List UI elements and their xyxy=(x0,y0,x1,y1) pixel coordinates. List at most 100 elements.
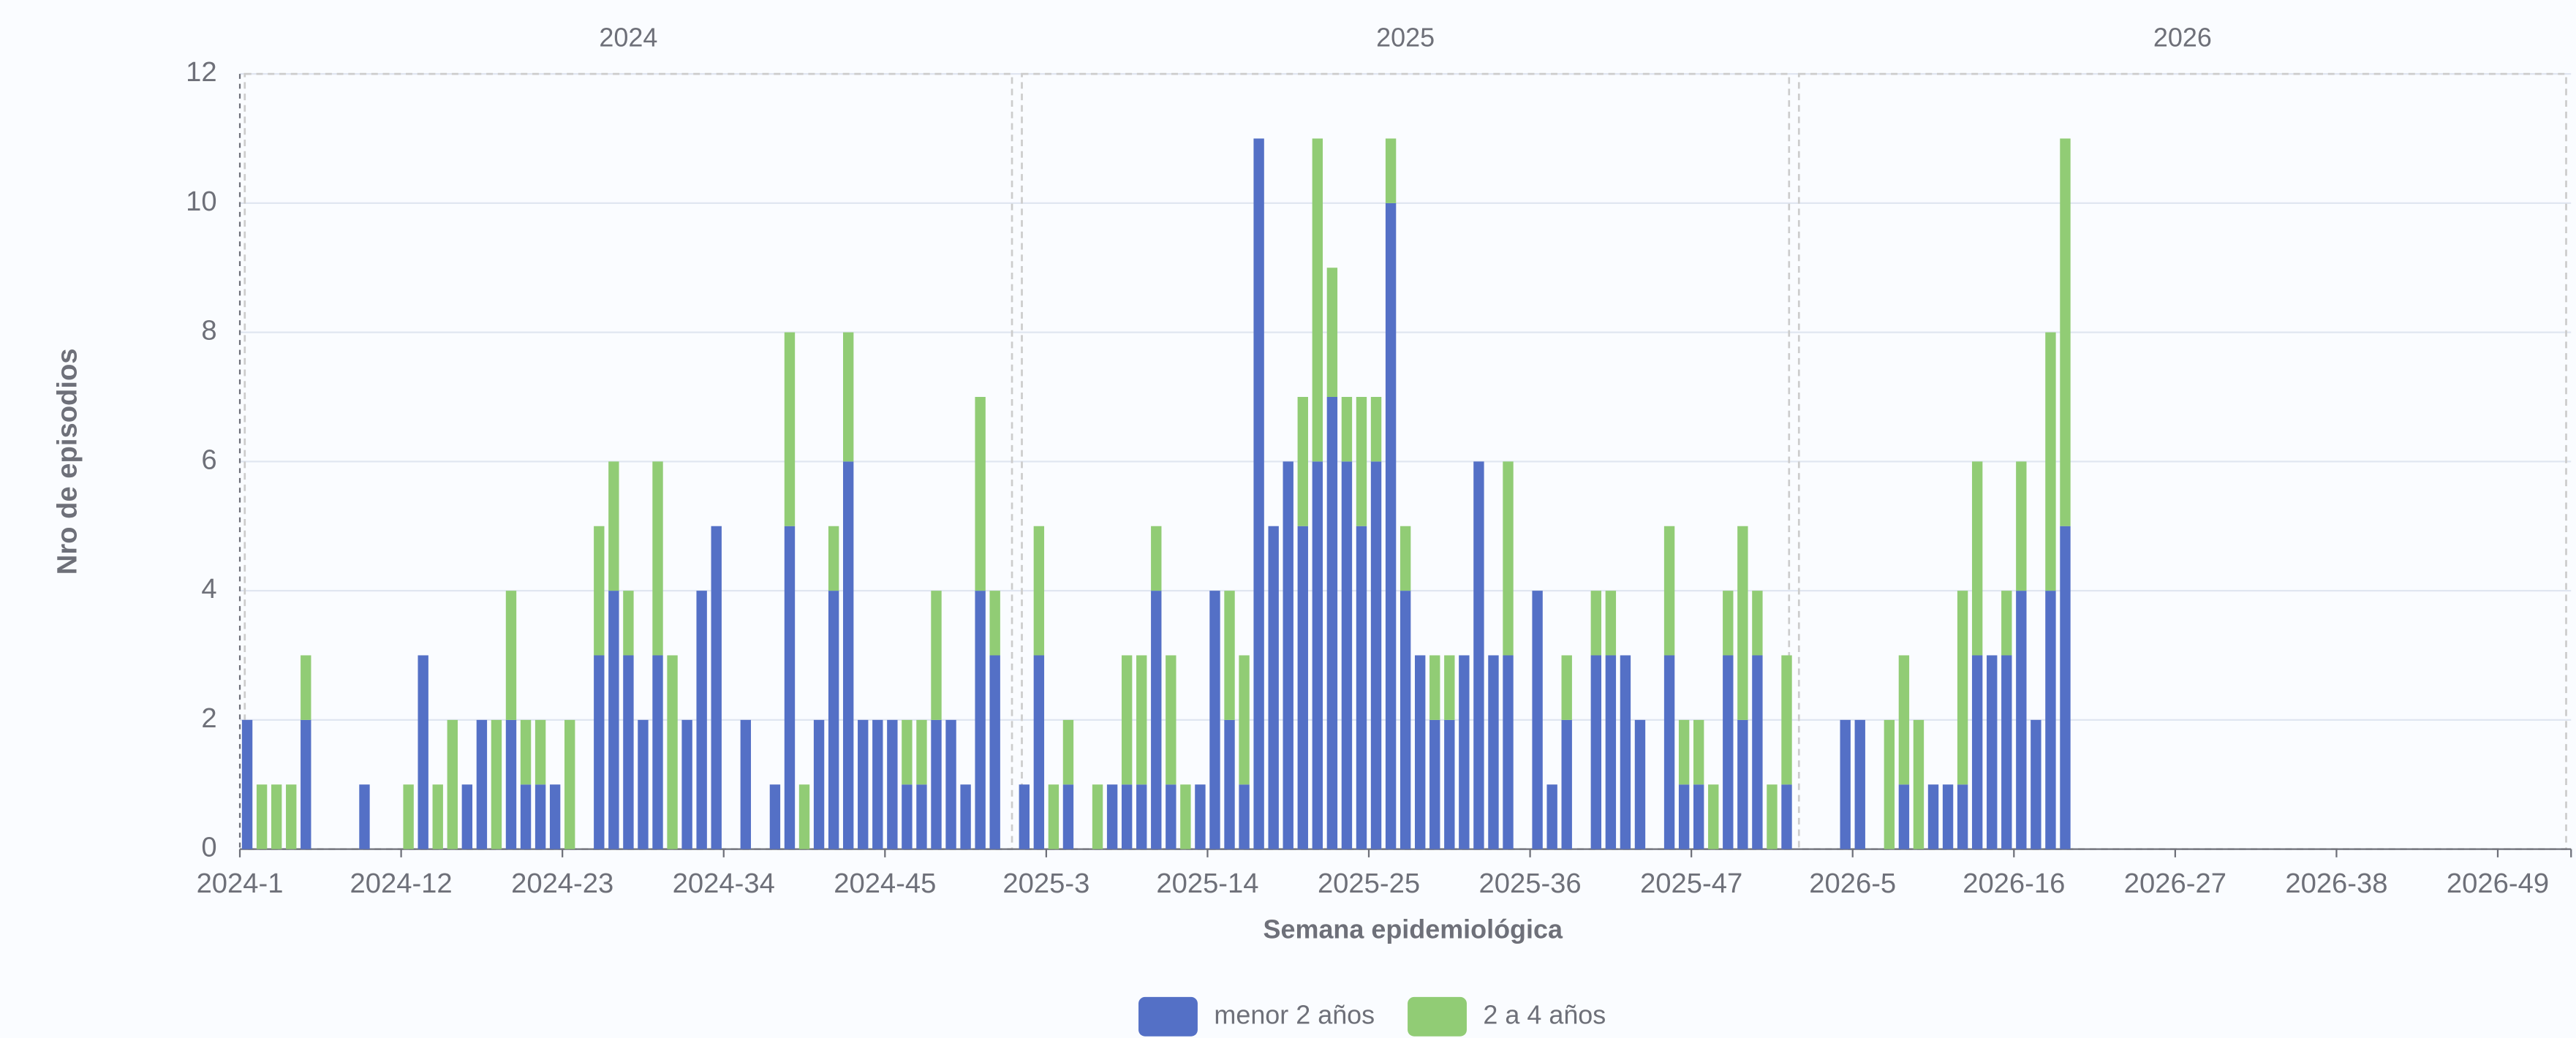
bar-segment xyxy=(286,784,297,849)
bar-segment xyxy=(1370,396,1382,462)
bar-segment xyxy=(1781,784,1792,849)
legend-label: menor 2 años xyxy=(1214,999,1375,1029)
x-tick-label: 2025-3 xyxy=(1002,868,1089,899)
bar-segment xyxy=(535,784,546,849)
bar-segment xyxy=(1326,268,1338,397)
bar-segment xyxy=(505,591,517,720)
x-tick-label: 2024-12 xyxy=(350,868,453,899)
bar-segment xyxy=(1341,461,1353,849)
bar-segment xyxy=(1429,719,1440,849)
x-tick-label: 2025-47 xyxy=(1640,868,1742,899)
bar-segment xyxy=(447,719,458,849)
bar-segment xyxy=(608,591,619,849)
bar-segment xyxy=(652,461,663,656)
bar-segment xyxy=(549,784,561,849)
bar-segment xyxy=(2016,591,2027,849)
bar-segment xyxy=(1678,784,1690,849)
bar-segment xyxy=(813,719,825,849)
bar-segment xyxy=(1884,719,1895,849)
bar-segment xyxy=(2045,591,2056,849)
x-tick-label: 2025-36 xyxy=(1479,868,1582,899)
bar-segment xyxy=(1590,655,1602,849)
bar-segment xyxy=(461,784,473,849)
bar-segment xyxy=(1400,591,1411,849)
bar-segment xyxy=(418,655,428,849)
bar-segment xyxy=(769,784,781,849)
legend-swatch xyxy=(1408,996,1467,1037)
bar-segment xyxy=(1590,591,1602,656)
bar-segment xyxy=(931,591,942,720)
bar-segment xyxy=(887,719,898,849)
bar-segment xyxy=(1854,719,1865,849)
bar-segment xyxy=(623,591,634,656)
bar-segment xyxy=(2031,719,2041,849)
bar-segment xyxy=(2001,591,2012,656)
bar-segment xyxy=(1678,719,1690,785)
bar-segment xyxy=(1151,591,1162,849)
bar-segment xyxy=(1341,396,1353,462)
facet-label: 2025 xyxy=(1376,22,1435,52)
bar-segment xyxy=(828,526,839,591)
bar-segment xyxy=(359,784,370,849)
bar-segment xyxy=(1767,784,1778,849)
bar-segment xyxy=(241,719,253,849)
bar-segment xyxy=(2016,461,2027,591)
bar-segment xyxy=(1503,655,1514,849)
bar-segment xyxy=(1532,591,1543,849)
bar-segment xyxy=(1429,655,1440,720)
bar-segment xyxy=(1546,784,1557,849)
bar-segment xyxy=(1195,784,1206,849)
bar-segment xyxy=(1723,655,1734,849)
y-tick-label: 2 xyxy=(201,702,216,734)
x-tick-label: 2026-38 xyxy=(2285,868,2387,899)
bar-segment xyxy=(520,784,532,849)
bar-segment xyxy=(960,784,971,849)
bar-segment xyxy=(902,784,913,849)
x-tick-label: 2026-16 xyxy=(1963,868,2065,899)
y-tick-label: 8 xyxy=(201,315,216,346)
bar-segment xyxy=(256,784,268,849)
bar-segment xyxy=(1444,719,1455,849)
bar-segment xyxy=(828,591,839,849)
bar-segment xyxy=(681,719,692,849)
bar-segment xyxy=(1737,719,1748,849)
bar-segment xyxy=(1356,396,1367,526)
bar-segment xyxy=(1062,719,1074,785)
legend-swatch xyxy=(1138,996,1198,1037)
bar-segment xyxy=(1561,655,1572,720)
bar-segment xyxy=(1033,526,1045,656)
bar-segment xyxy=(505,719,517,849)
bar-segment xyxy=(1283,461,1293,849)
bar-segment xyxy=(1033,655,1045,849)
bar-segment xyxy=(989,591,1000,656)
bar-segment xyxy=(1370,461,1382,849)
bar-segment xyxy=(1062,784,1074,849)
bar-segment xyxy=(1752,591,1763,656)
bar-segment xyxy=(1297,526,1308,849)
y-tick-label: 10 xyxy=(186,186,216,217)
bar-segment xyxy=(842,461,854,849)
bar-segment xyxy=(1942,784,1954,849)
bar-segment xyxy=(1297,396,1308,526)
bar-segment xyxy=(1048,784,1060,849)
bar-segment xyxy=(916,719,927,785)
bar-segment xyxy=(271,784,282,849)
bar-segment xyxy=(1634,719,1646,849)
bar-segment xyxy=(1151,526,1162,591)
bar-segment xyxy=(1166,655,1176,785)
y-tick-label: 0 xyxy=(201,832,216,863)
y-tick-label: 4 xyxy=(201,573,216,605)
legend-label: 2 a 4 años xyxy=(1483,999,1606,1029)
bar-segment xyxy=(564,719,575,849)
x-tick-label: 2024-1 xyxy=(197,868,284,899)
y-tick-label: 6 xyxy=(201,444,216,475)
x-tick-label: 2024-45 xyxy=(834,868,936,899)
bar-segment xyxy=(1224,591,1235,720)
bar-segment xyxy=(1693,719,1704,785)
bar-segment xyxy=(975,396,986,591)
bar-segment xyxy=(1503,461,1514,656)
bar-segment xyxy=(608,461,619,591)
x-tick-label: 2026-5 xyxy=(1809,868,1896,899)
bar-segment xyxy=(1561,719,1572,849)
